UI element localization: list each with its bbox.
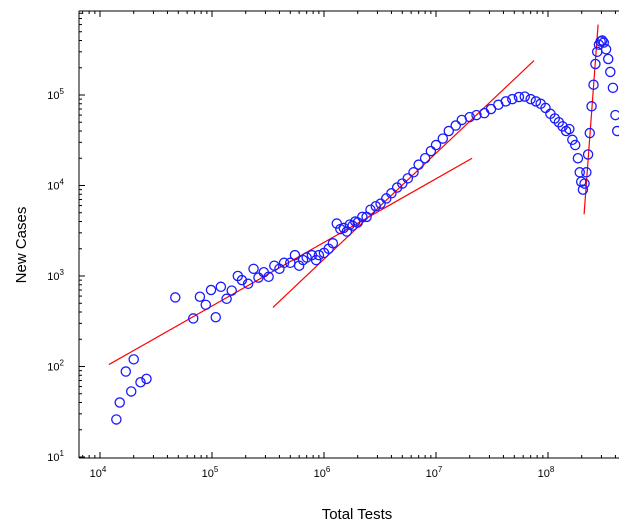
data-point xyxy=(289,249,301,261)
tick-labels: 104 105 106 107 108 101 102 103 104 105 xyxy=(47,87,555,480)
data-point xyxy=(569,139,581,151)
data-point xyxy=(581,167,592,178)
fit-line xyxy=(108,157,473,366)
y-tick-label: 102 xyxy=(47,359,64,374)
data-point xyxy=(610,109,619,121)
data-point xyxy=(525,93,536,105)
data-point xyxy=(419,153,431,164)
data-point xyxy=(437,133,449,144)
data-point xyxy=(125,386,137,397)
fit-lines xyxy=(108,24,599,366)
data-point xyxy=(586,101,597,112)
data-point xyxy=(215,281,227,293)
data-point xyxy=(519,91,530,102)
data-point xyxy=(607,82,619,94)
data-point xyxy=(584,127,596,139)
data-point xyxy=(425,145,437,157)
data-point xyxy=(253,272,264,283)
y-axis-title: New Cases xyxy=(13,207,30,284)
data-point xyxy=(135,376,146,388)
data-point xyxy=(221,293,232,305)
data-point xyxy=(500,96,512,107)
data-point xyxy=(128,354,139,365)
y-tick-label: 105 xyxy=(47,87,64,102)
data-point xyxy=(236,274,248,286)
data-point xyxy=(114,397,125,408)
data-point xyxy=(598,37,610,48)
data-point xyxy=(248,263,259,275)
data-point xyxy=(507,93,518,105)
data-point xyxy=(590,58,601,70)
data-point xyxy=(564,123,575,135)
data-point xyxy=(263,271,274,283)
data-point xyxy=(365,204,376,215)
data-point xyxy=(357,211,368,223)
x-axis-title: Total Tests xyxy=(322,506,393,523)
x-tick-label: 104 xyxy=(90,465,107,480)
data-point xyxy=(413,159,424,170)
data-point xyxy=(278,257,290,269)
fit-line xyxy=(272,60,535,308)
data-point xyxy=(605,66,616,78)
data-point xyxy=(611,125,619,137)
data-point xyxy=(513,91,525,103)
data-point xyxy=(226,285,237,296)
data-point xyxy=(301,252,312,263)
axes xyxy=(78,10,619,459)
y-tick-label: 104 xyxy=(47,178,64,193)
data-point xyxy=(327,238,339,249)
data-point xyxy=(375,198,386,209)
data-point xyxy=(471,109,482,121)
data-point xyxy=(596,35,608,46)
data-point xyxy=(313,249,325,261)
data-point xyxy=(187,313,199,324)
data-point xyxy=(588,79,599,90)
y-tick-label: 103 xyxy=(47,268,64,283)
data-point xyxy=(600,44,612,55)
data-point xyxy=(200,299,212,311)
data-point xyxy=(397,178,408,189)
data-point xyxy=(205,284,217,296)
data-point xyxy=(381,193,392,204)
data-point xyxy=(430,139,442,151)
y-tick-label: 101 xyxy=(47,449,64,464)
data-point xyxy=(120,366,132,377)
data-point xyxy=(602,53,614,65)
data-point xyxy=(194,291,206,302)
data-point xyxy=(579,178,590,189)
x-tick-label: 108 xyxy=(538,465,555,480)
data-point xyxy=(577,184,589,195)
data-point xyxy=(464,111,475,123)
x-tick-label: 107 xyxy=(426,465,443,480)
data-point xyxy=(111,414,122,425)
data-point xyxy=(450,120,461,131)
data-point xyxy=(582,149,594,160)
data-point xyxy=(567,134,578,146)
data-point xyxy=(386,188,397,199)
data-point xyxy=(408,167,419,178)
data-point xyxy=(141,373,152,385)
x-tick-label: 106 xyxy=(314,465,331,480)
data-point xyxy=(269,260,280,271)
data-point xyxy=(572,153,584,164)
data-point xyxy=(242,278,254,290)
x-tick-label: 105 xyxy=(202,465,219,480)
data-point xyxy=(402,173,414,184)
data-points xyxy=(111,35,619,425)
data-point xyxy=(341,226,353,237)
data-point xyxy=(443,125,455,137)
data-point xyxy=(170,292,181,303)
data-point xyxy=(210,312,221,323)
